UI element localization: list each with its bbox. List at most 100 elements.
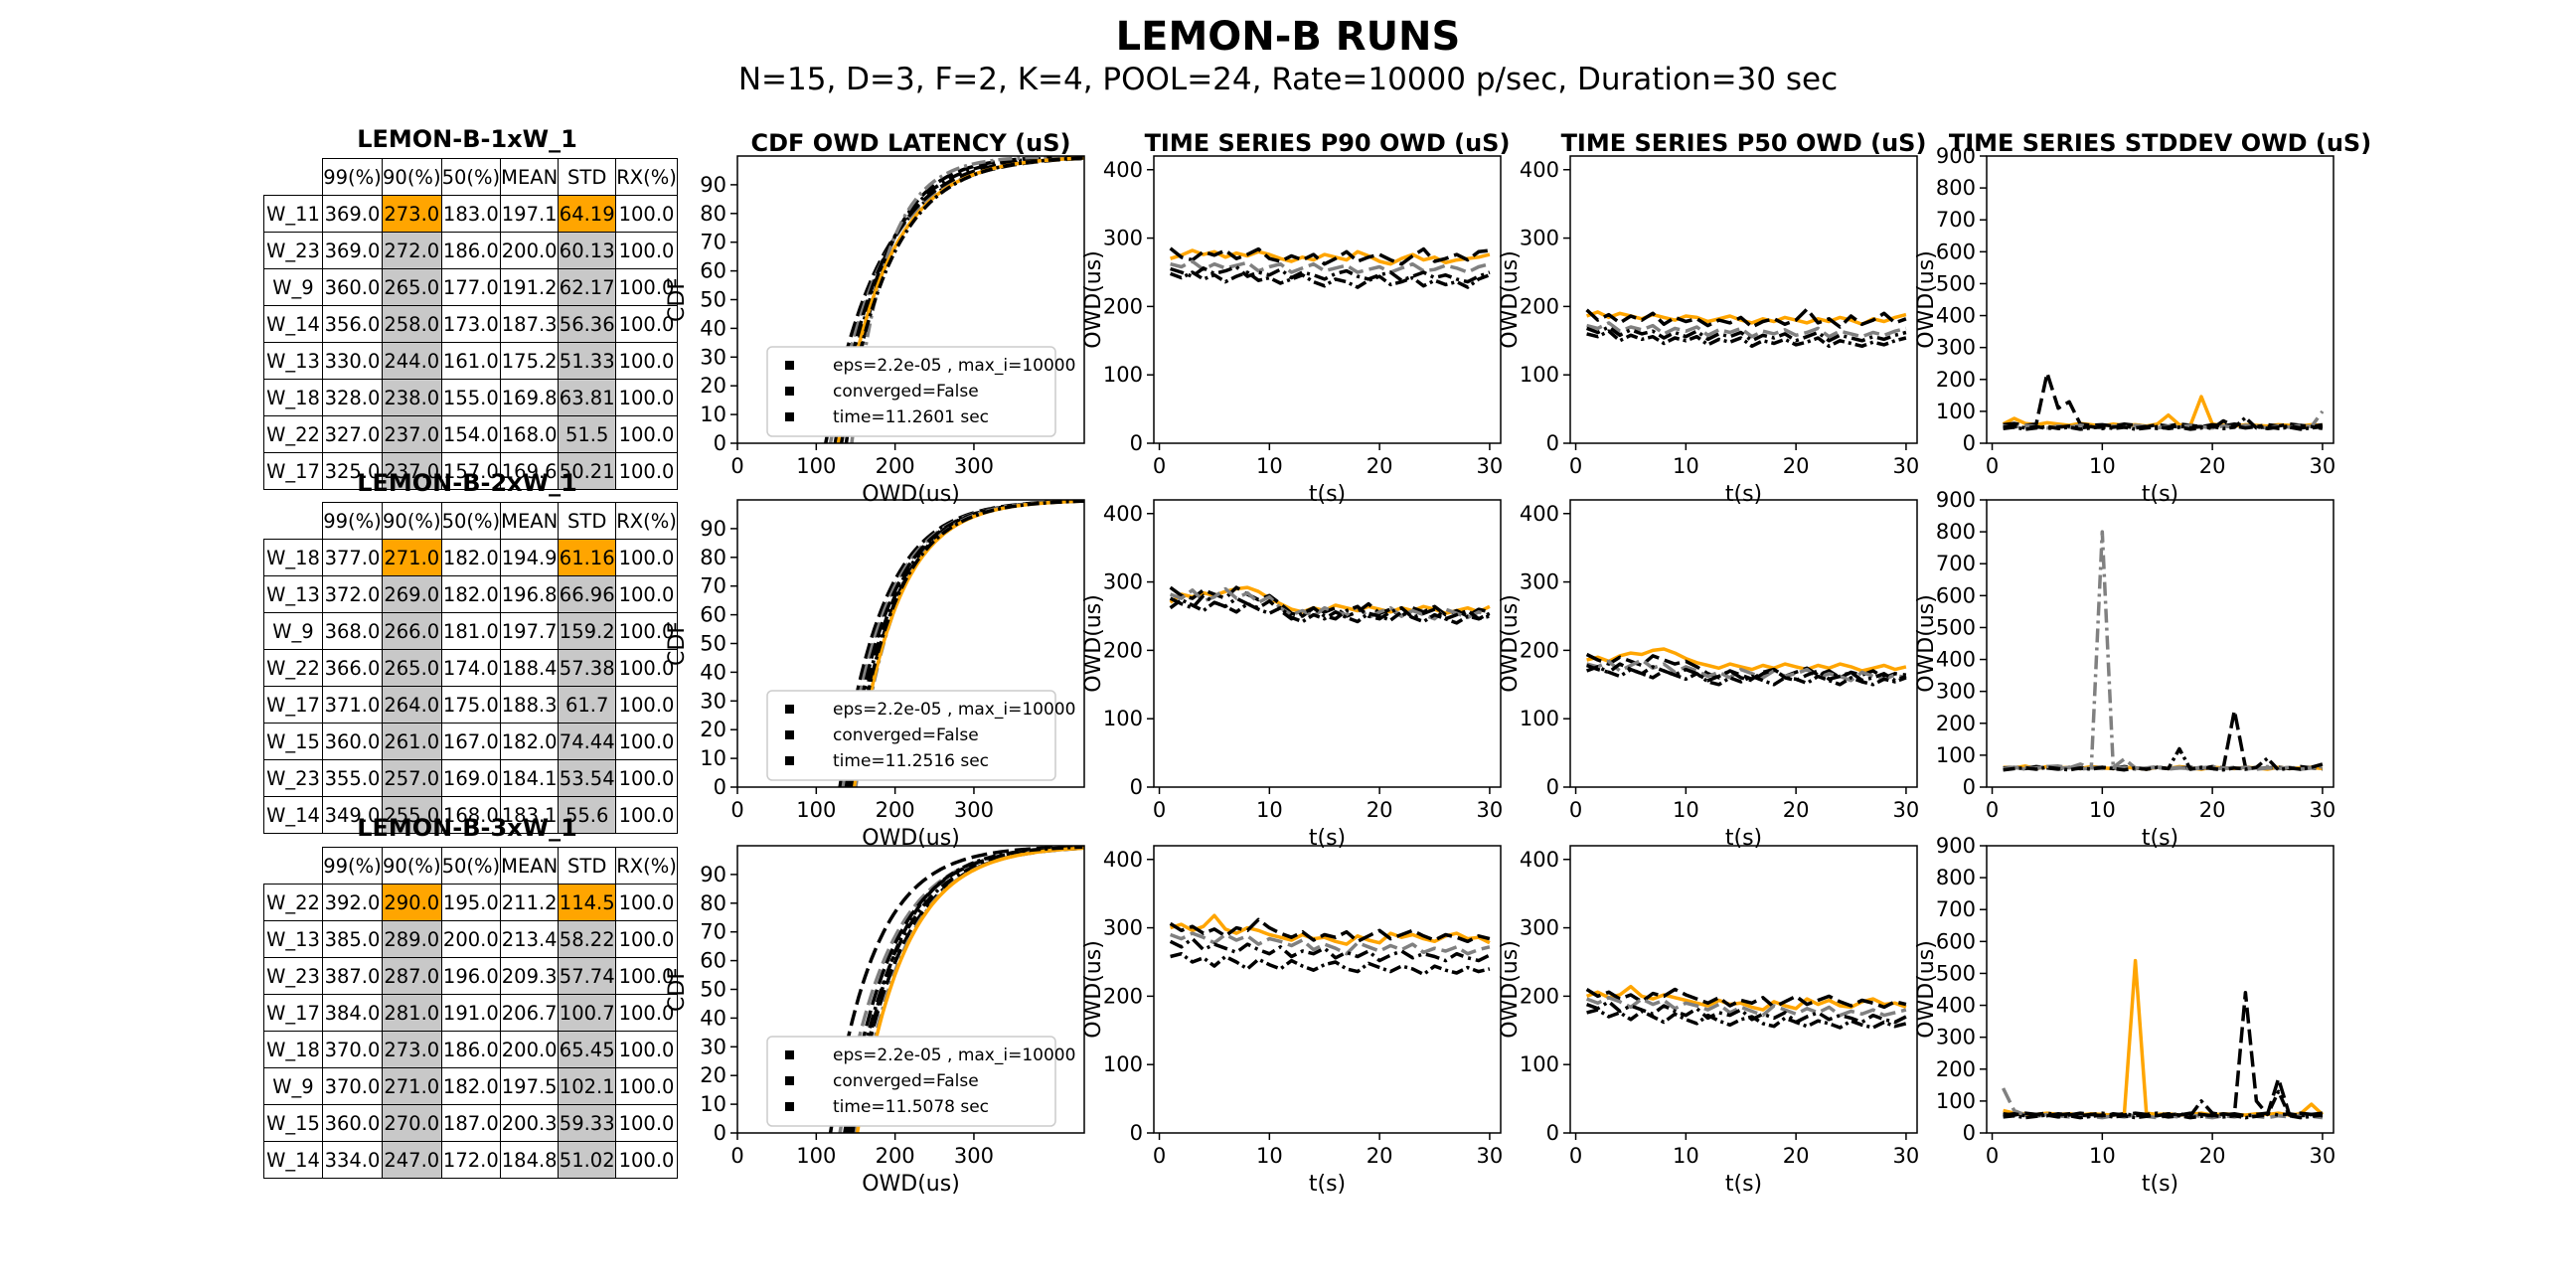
y-tick-label: 0: [714, 431, 726, 455]
table-cell: 100.0: [615, 649, 678, 687]
x-tick-label: 30: [2310, 454, 2336, 478]
y-axis-label: OWD(us): [1498, 250, 1523, 349]
x-tick-label: 0: [1569, 798, 1582, 822]
p50-series-group: [1585, 647, 1907, 687]
x-axis-label: t(s): [1725, 482, 1762, 507]
table-cell: 186.0: [440, 232, 502, 269]
row-name: W_13: [263, 342, 323, 380]
x-tick-label: 0: [730, 798, 743, 822]
y-tick-label: 0: [714, 775, 726, 799]
x-tick-label: 300: [954, 798, 994, 822]
stddev-panel: 0 10 20 300100200300400500600700800900t(s)O…: [1914, 144, 2335, 507]
table-cell: 53.54: [558, 759, 617, 797]
y-tick-label: 700: [1936, 208, 1976, 232]
legend-entry: eps=2.2e-05 , max_i=10000: [833, 356, 1075, 376]
x-tick-label: 0: [730, 1144, 743, 1168]
y-tick-label: 200: [1520, 294, 1559, 318]
table-cell: 55.6: [558, 796, 617, 834]
x-tick-label: 0: [1986, 798, 1999, 822]
table-row: W_14 349.0 255.0 168.0 183.1 55.6 100.0: [263, 796, 678, 834]
y-tick-label: 400: [1936, 304, 1976, 328]
y-tick-label: 100: [1520, 1052, 1559, 1076]
table-cell: 161.0: [440, 342, 502, 380]
table-cell: 369.0: [322, 195, 383, 233]
cdf-series-group: [824, 156, 1084, 443]
table-cell: 50.21: [558, 452, 617, 490]
x-tick-label: 0: [1986, 1144, 1999, 1168]
y-tick-label: 60: [700, 603, 726, 627]
x-tick-label: 30: [1893, 1144, 1920, 1168]
x-tick-label: 20: [1367, 1144, 1393, 1168]
table-cell: 191.2: [500, 268, 560, 306]
column-header: 50(%): [440, 847, 502, 885]
x-tick-label: 100: [796, 1144, 836, 1168]
cdf-series-group: [838, 500, 1084, 787]
table-cell: 261.0: [382, 723, 442, 760]
cdf-panel: 0 100 200 300 0 10 20 30 40 50 60 70 80 90 OWD(us) CDF e…: [665, 155, 1085, 507]
x-axis-label: t(s): [1725, 1172, 1762, 1197]
p50-series-line: [1585, 325, 1907, 343]
stddev-series-group: [2002, 958, 2325, 1120]
y-tick-label: 200: [1103, 294, 1143, 318]
table-cell: 281.0: [382, 994, 442, 1032]
table-cell: 366.0: [322, 649, 383, 687]
p90-series-line: [1170, 264, 1491, 284]
legend-entry: eps=2.2e-05 , max_i=10000: [833, 700, 1075, 720]
cdf-series-line: [844, 156, 1083, 443]
x-tick-label: 10: [2089, 454, 2116, 478]
legend-entry: converged=False: [833, 1071, 979, 1091]
plot-frame: [1569, 155, 1918, 444]
y-tick-label: 0: [1546, 1121, 1559, 1145]
table-cell: 100.0: [615, 957, 678, 995]
y-tick-label: 200: [1936, 368, 1976, 392]
table-cell: 100.0: [615, 1104, 678, 1142]
legend-marker: [785, 361, 794, 370]
plot-frame: [1153, 845, 1502, 1134]
table-cell: 168.0: [440, 796, 502, 834]
x-tick-label: 0: [1153, 1144, 1166, 1168]
legend-entry: time=11.2516 sec: [833, 751, 989, 771]
cdf-series-line: [824, 156, 1084, 443]
y-tick-label: 70: [700, 574, 726, 598]
table-cell: 61.7: [558, 686, 617, 724]
y-tick-label: 0: [1130, 775, 1143, 799]
column-header: STD: [558, 847, 617, 885]
p50-series-line: [1586, 329, 1907, 349]
table-row: W_22 366.0 265.0 174.0 188.4 57.38 100.0: [263, 649, 678, 687]
legend-box: [766, 346, 1056, 437]
y-tick-label: 800: [1936, 176, 1976, 200]
y-tick-label: 60: [700, 949, 726, 973]
y-tick-label: 300: [1936, 336, 1976, 360]
legend-entry: time=11.2601 sec: [833, 407, 989, 427]
table-cell: 100.0: [615, 232, 678, 269]
row-name: W_14: [263, 796, 323, 834]
y-tick-label: 0: [1963, 1121, 1976, 1145]
y-tick-label: 300: [1520, 227, 1559, 250]
table-cell: 265.0: [382, 268, 442, 306]
y-tick-label: 900: [1936, 834, 1976, 858]
table-cell: 100.0: [615, 920, 678, 958]
table-cell: 209.3: [500, 957, 560, 995]
y-axis-label: OWD(us): [1498, 594, 1523, 693]
table-header-row: 99(%) 90(%) 50(%) MEAN STD RX(%): [264, 847, 678, 885]
p90-series-line: [1169, 246, 1491, 266]
table-cell: 200.0: [500, 232, 560, 269]
stddev-panel: 0 10 20 300100200300400500600700800900t(s)O…: [1914, 488, 2335, 851]
table-cell: 51.33: [558, 342, 617, 380]
table-cell: 100.0: [615, 686, 678, 724]
table-cell: 177.0: [440, 268, 502, 306]
table-cell: 183.1: [500, 796, 560, 834]
y-tick-label: 0: [1546, 775, 1559, 799]
y-tick-label: 20: [700, 1063, 726, 1087]
row-name: W_18: [263, 1031, 323, 1068]
y-axis-label: OWD(us): [1914, 250, 1939, 349]
row-name: W_22: [263, 884, 323, 921]
table-cell: 325.0: [322, 452, 383, 490]
table-cell: 266.0: [382, 612, 442, 650]
y-tick-label: 100: [1520, 707, 1559, 730]
y-tick-label: 10: [700, 746, 726, 770]
y-tick-label: 100: [1936, 1089, 1976, 1113]
y-tick-label: 300: [1936, 680, 1976, 704]
table-cell: 100.0: [615, 539, 678, 576]
table-cell: 360.0: [322, 1104, 383, 1142]
